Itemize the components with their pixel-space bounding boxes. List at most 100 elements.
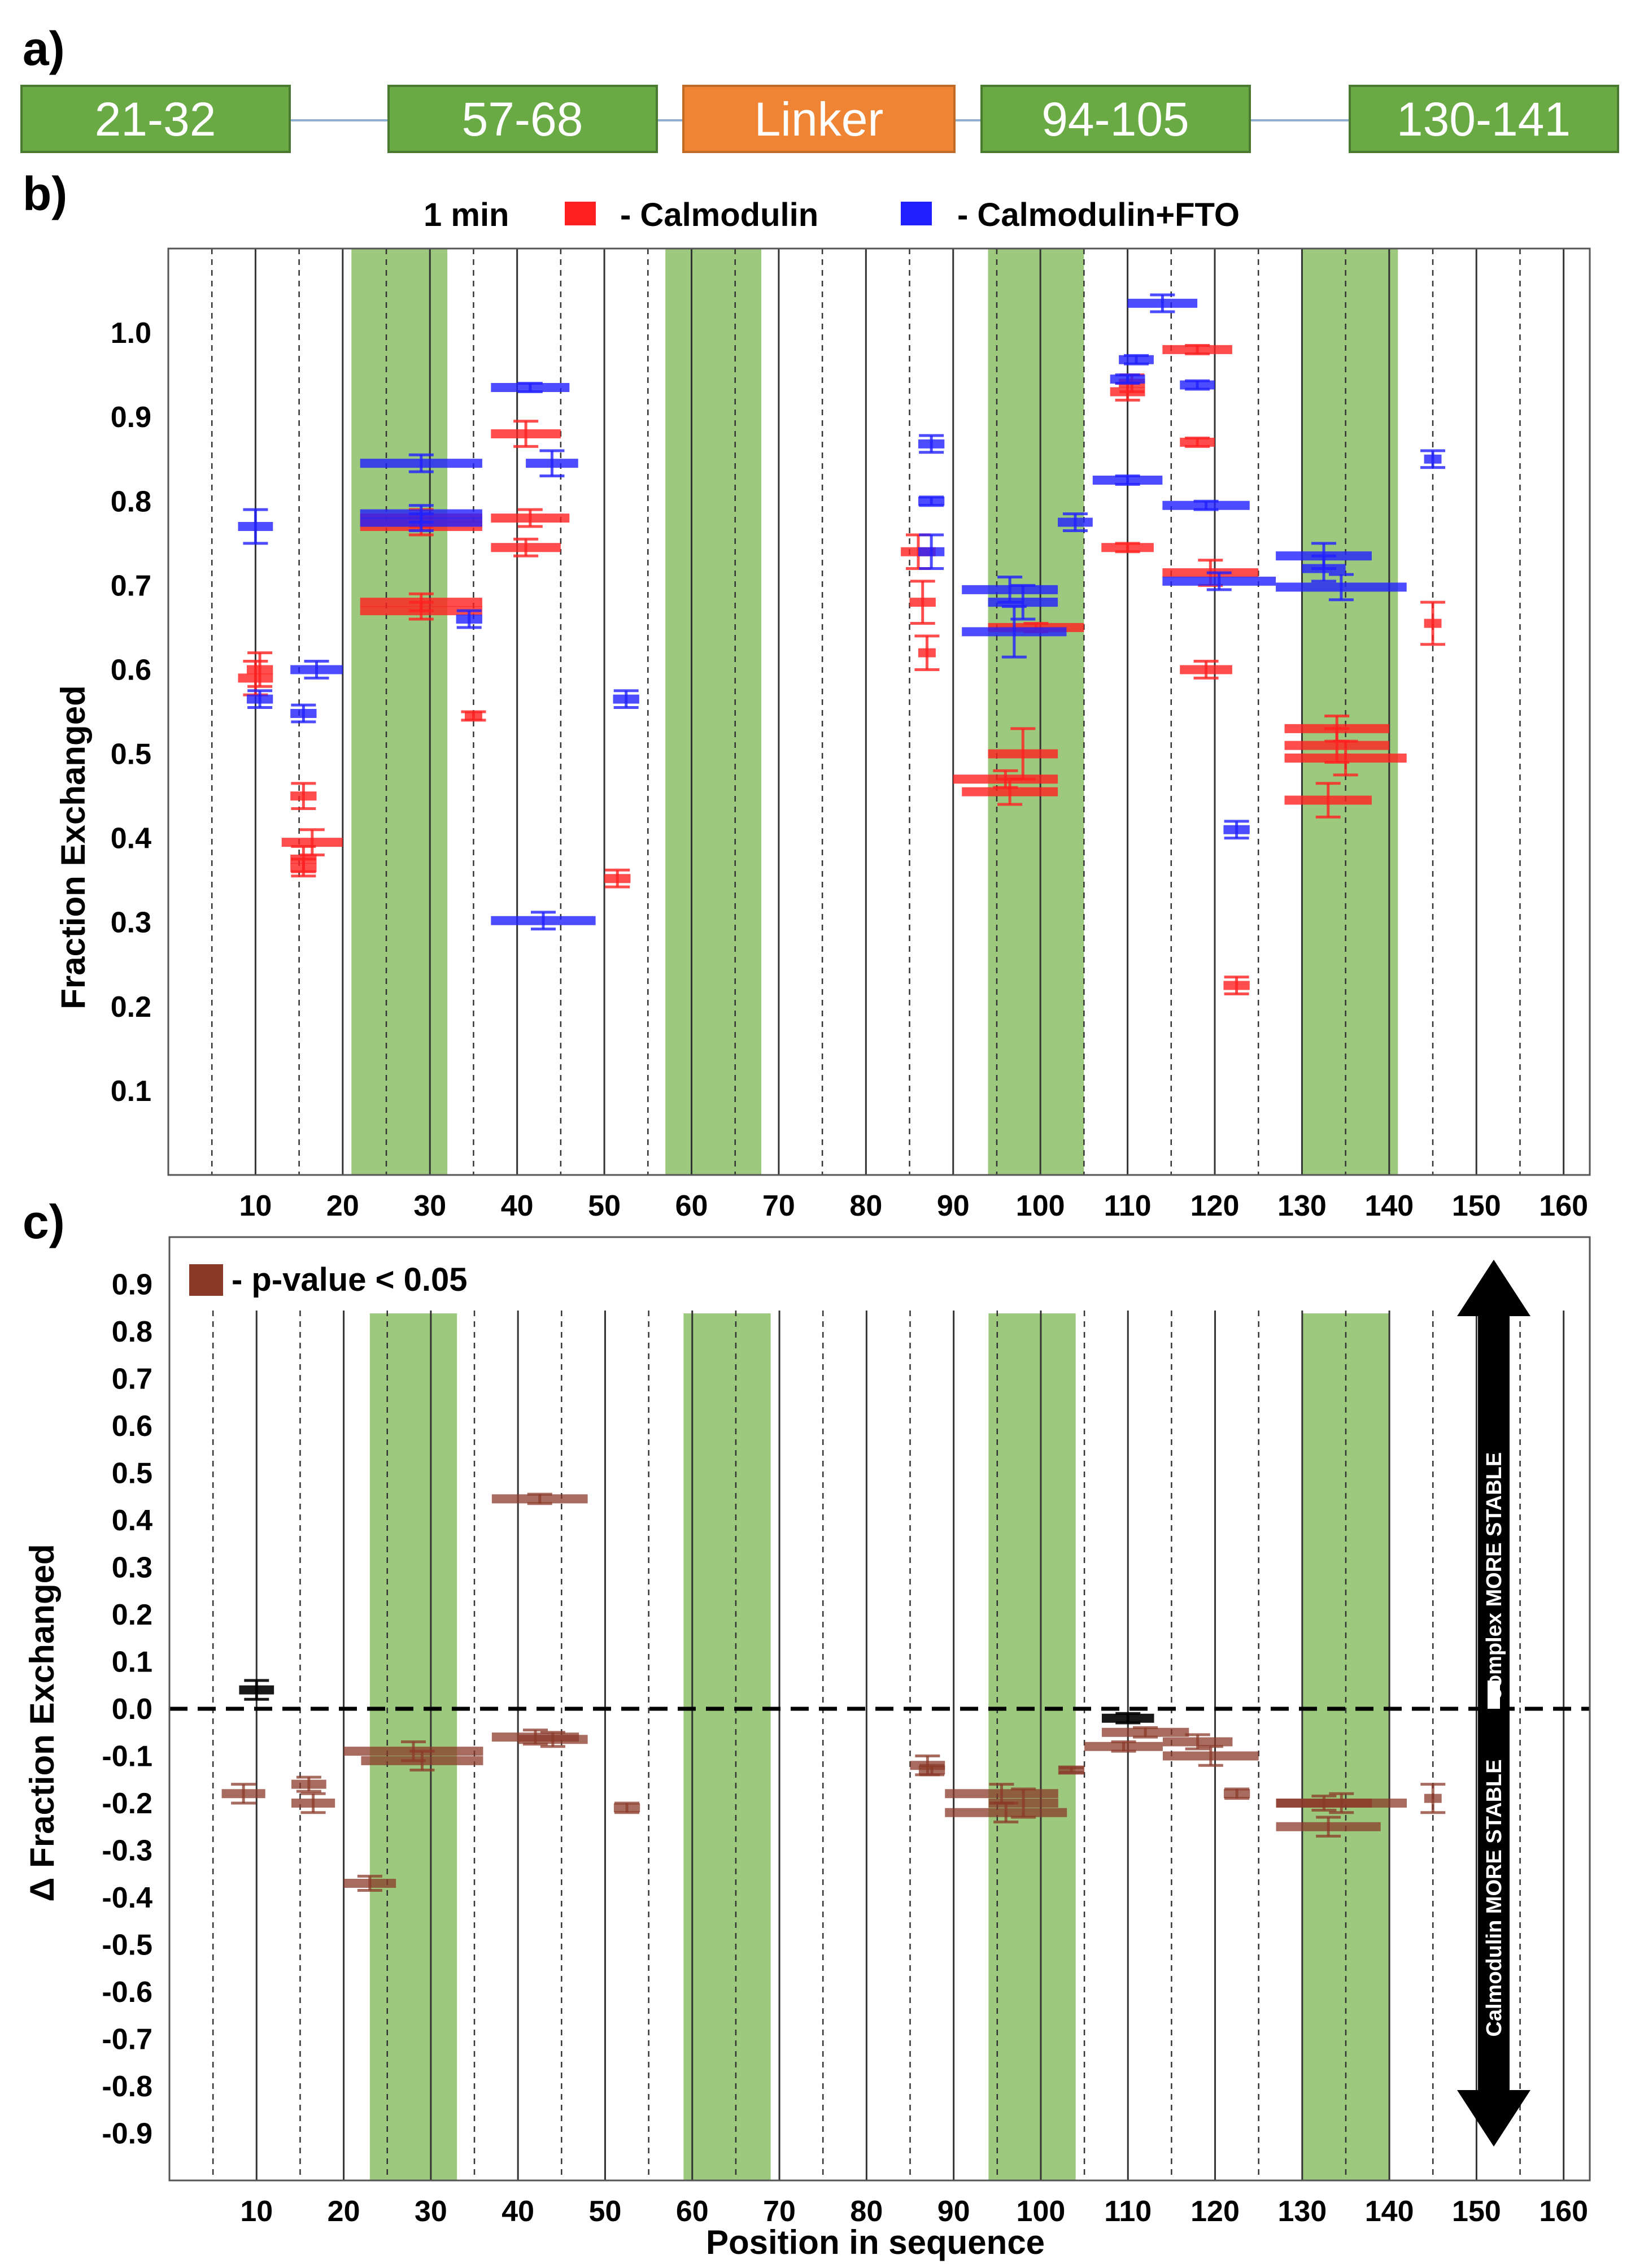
x-tick-label: 70	[762, 1190, 795, 1222]
calmodulin-peptide	[1101, 542, 1154, 554]
domain-highlight-band	[665, 249, 762, 1175]
y-tick-label: -0.1	[102, 1740, 152, 1773]
complex-peptide	[1276, 573, 1407, 602]
significant-peptide	[1162, 1733, 1233, 1751]
significant-peptide	[1058, 1765, 1085, 1775]
complex-peptide	[1092, 475, 1163, 486]
legend-label-complex: - Calmodulin+FTO	[957, 197, 1240, 233]
arrow-divider	[1488, 1681, 1500, 1709]
significant-peptide	[613, 1801, 640, 1814]
y-tick-label: -0.7	[102, 2023, 152, 2056]
y-tick-label: 0.4	[111, 822, 151, 855]
calmodulin-peptide	[914, 634, 940, 671]
calmodulin-peptide	[1162, 343, 1232, 355]
y-tick-label: -0.6	[102, 1976, 152, 2009]
significant-peptide	[1084, 1740, 1163, 1753]
domain-rect	[1349, 85, 1619, 153]
domain-rect	[387, 85, 658, 153]
significant-peptide	[1223, 1787, 1250, 1800]
nonsignificant-peptide	[1101, 1712, 1154, 1725]
x-tick-label: 130	[1277, 2195, 1327, 2228]
y-axis-title-c: Δ Fraction Exchanged	[23, 1544, 61, 1901]
significant-peptide	[1276, 1792, 1407, 1814]
legend-swatch-calmodulin	[565, 202, 596, 225]
x-tick-label: 90	[937, 1190, 970, 1222]
complex-peptide	[238, 508, 273, 545]
legend-title: 1 min	[424, 197, 509, 233]
complex-peptide	[1119, 354, 1154, 365]
x-tick-label: 80	[850, 2195, 883, 2228]
domain-box-linker: Linker	[682, 85, 956, 153]
plot-frame	[168, 1236, 1591, 2182]
x-tick-label: 150	[1452, 2195, 1501, 2228]
domain-highlight-band	[351, 249, 448, 1175]
y-tick-label: 0.2	[112, 1599, 152, 1631]
significant-peptide	[291, 1775, 326, 1793]
complex-peptide	[613, 689, 639, 709]
complex-peptide	[290, 703, 317, 724]
y-tick-label: 0.9	[111, 401, 151, 434]
y-tick-label: -0.8	[102, 2070, 152, 2103]
domain-box-21-32: 21-32	[20, 85, 291, 153]
calmodulin-peptide	[461, 710, 486, 722]
panel-a-label: a)	[23, 22, 65, 75]
plot-background	[369, 1313, 1390, 2180]
complex-peptide	[456, 609, 482, 629]
complex-peptide	[360, 512, 482, 532]
x-axis-title-c: Position in sequence	[706, 2223, 1045, 2261]
arrow-label-up: complex MORE STABLE	[1482, 1452, 1506, 1700]
plot-frame	[167, 247, 1591, 1176]
calmodulin-peptide	[1284, 782, 1372, 819]
stability-arrow: complex MORE STABLE Calmodulin MORE STAB…	[1457, 1260, 1530, 2147]
arrow-up-head-icon	[1457, 1260, 1530, 1316]
domain-highlight-band	[988, 1313, 1076, 2180]
y-tick-label: 0.7	[111, 569, 151, 602]
significant-peptide	[1420, 1783, 1446, 1814]
complex-peptide	[918, 495, 945, 507]
x-tick-label: 80	[849, 1190, 882, 1222]
x-tick-label: 20	[326, 1190, 359, 1222]
calmodulin-peptide	[1420, 600, 1446, 646]
significant-peptide	[1101, 1726, 1189, 1739]
panel-b-label: b)	[23, 167, 67, 220]
legend-c: - p-value < 0.05	[189, 1261, 467, 1298]
significant-peptide	[1276, 1816, 1381, 1838]
domain-label: 57-68	[462, 93, 583, 146]
domain-highlight-band	[683, 1313, 771, 2180]
x-tick-label: 20	[328, 2195, 360, 2228]
x-tick-label: 10	[240, 2195, 273, 2228]
x-tick-label: 110	[1104, 2195, 1152, 2228]
complex-peptide	[1162, 499, 1250, 511]
grid-lines	[212, 1311, 1565, 2180]
legend-swatch-significant	[189, 1264, 223, 1296]
x-tick-label: 140	[1364, 1190, 1414, 1222]
significant-peptide	[291, 1792, 335, 1814]
domain-label: 94-105	[1041, 93, 1189, 146]
domain-rect	[682, 85, 956, 153]
significant-peptide	[1162, 1745, 1259, 1767]
calmodulin-peptide	[1180, 660, 1232, 680]
y-tick-label: 0.5	[112, 1457, 152, 1490]
complex-peptide	[1110, 373, 1145, 385]
complex-peptide	[290, 660, 343, 680]
y-tick-label: 0.7	[112, 1363, 152, 1396]
x-tick-label: 50	[588, 1190, 621, 1222]
x-tick-label: 90	[937, 2195, 970, 2228]
calmodulin-peptide	[1284, 739, 1407, 777]
chart-b: 0.1 0.2 0.3 0.4 0.5 0.6 0.7 0.8 0.9 1.0 10 20 30 40 50…	[111, 247, 1591, 1222]
complex-peptide	[360, 453, 482, 473]
y-tick-label: 0.2	[111, 991, 151, 1024]
y-tick-label: 0.4	[112, 1504, 152, 1537]
y-tick-label: -0.5	[102, 1929, 152, 1962]
legend-b: 1 min - Calmodulin - Calmodulin+FTO	[424, 197, 1240, 233]
data-marks	[238, 293, 1446, 995]
arrow-down-head-icon	[1457, 2090, 1530, 2147]
calmodulin-peptide	[290, 857, 317, 878]
y-axis-title-b: Fraction Exchanged	[54, 685, 92, 1009]
plot-background	[351, 249, 1398, 1175]
domain-highlight-band	[988, 249, 1084, 1175]
significant-peptide	[491, 1492, 588, 1505]
nonsignificant-peptide	[239, 1679, 274, 1701]
y-tick-label: -0.9	[102, 2118, 152, 2151]
